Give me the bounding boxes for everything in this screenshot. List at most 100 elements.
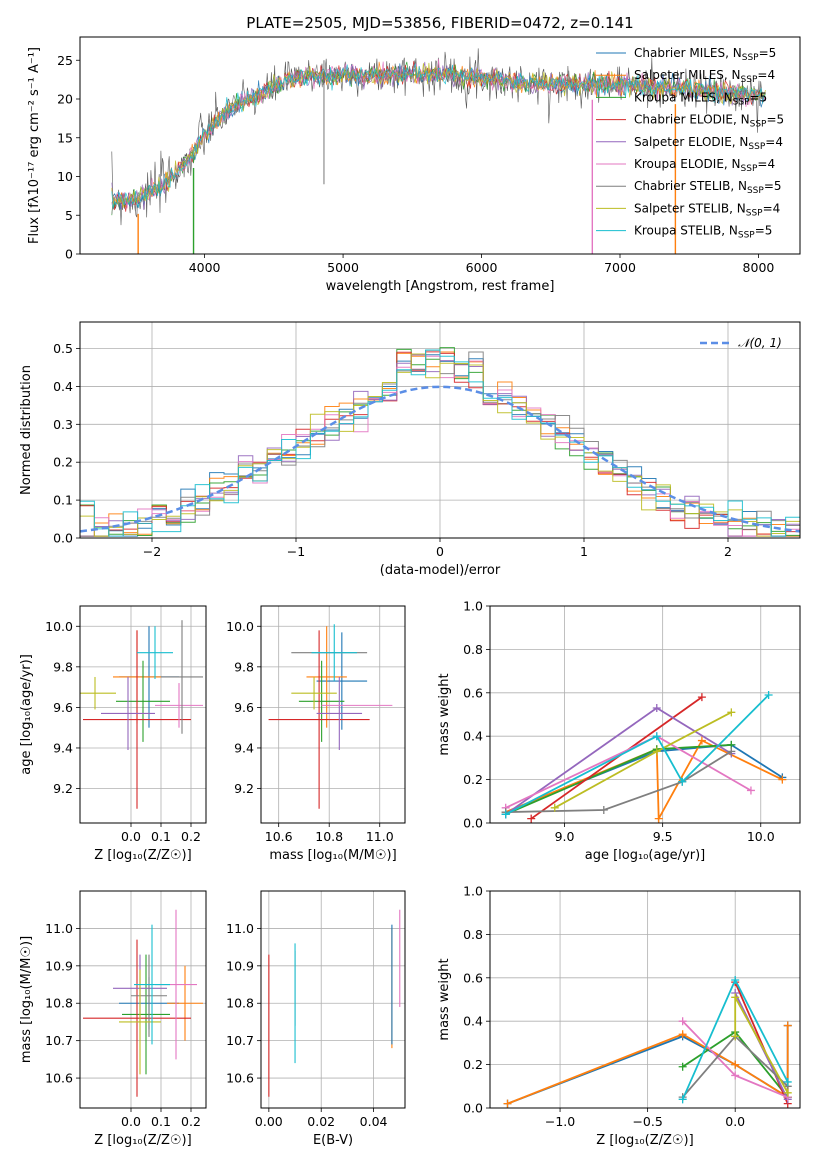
x-tick-label: −1.0	[545, 1114, 575, 1129]
weight-marker	[550, 803, 559, 812]
weight-marker	[783, 1077, 792, 1086]
legend: 𝒩(0, 1)	[700, 336, 782, 350]
axes-frame	[79, 36, 801, 255]
weight-marker	[746, 786, 755, 795]
y-tick-label: 0.2	[53, 455, 73, 470]
legend-label: Chabrier MILES, NSSP=5	[634, 46, 776, 63]
panel-ebv-mass: 0.00 0.02 0.04 10.6 10.7 10.8 10.9 11.0 E(B-V)	[226, 890, 406, 1148]
y-tick-label: 0.5	[53, 341, 73, 356]
plot-area	[83, 909, 203, 1097]
panel-mass-age: 10.6 10.8 11.0 9.2 9.4 9.6 9.8 10.0 mass [log₁₀(…	[226, 605, 406, 863]
y-tick-label: 0.6	[463, 970, 483, 985]
y-tick-label: 5	[65, 208, 73, 223]
x-tick-label: 0.1	[151, 829, 171, 844]
weight-marker	[778, 775, 787, 784]
x-tick-label: 9.5	[653, 829, 673, 844]
x-tick-label: 7000	[604, 260, 636, 275]
y-axis-label: Normed distribution	[19, 365, 34, 495]
legend-label: Salpeter ELODIE, NSSP=4	[634, 135, 783, 152]
x-axis-label: E(B-V)	[313, 1133, 353, 1148]
weight-marker	[727, 708, 736, 717]
x-axis-label: age [log₁₀(age/yr)]	[585, 848, 706, 863]
y-tick-label: 0.3	[53, 417, 73, 432]
y-tick-label: 10.0	[45, 619, 73, 634]
x-tick-label: 0.0	[725, 1114, 745, 1129]
x-tick-label: 9.0	[555, 829, 575, 844]
plot-area	[80, 347, 800, 537]
x-tick-label: −1	[287, 544, 305, 559]
plot-area	[503, 975, 792, 1108]
x-tick-label: −0.5	[632, 1114, 662, 1129]
x-tick-label: 10.0	[747, 829, 775, 844]
y-tick-label: 1.0	[463, 884, 483, 899]
weight-marker	[678, 777, 687, 786]
y-tick-label: 9.4	[234, 740, 254, 755]
residual-histogram	[80, 355, 800, 537]
weight-marker	[727, 747, 736, 756]
weight-marker	[697, 693, 706, 702]
y-tick-label: 10.7	[45, 1033, 73, 1048]
legend-label: 𝒩(0, 1)	[738, 336, 782, 350]
x-tick-label: 1	[580, 544, 588, 559]
legend-label: Salpeter MILES, NSSP=4	[634, 68, 775, 85]
axes-frame	[79, 605, 207, 824]
y-tick-label: 0.0	[53, 531, 73, 546]
plot-area	[501, 690, 787, 823]
y-tick-label: 9.2	[234, 781, 254, 796]
y-tick-label: 20	[57, 92, 73, 107]
y-tick-label: 10.6	[226, 1071, 254, 1086]
x-axis-label: (data-model)/error	[380, 563, 501, 578]
x-axis-label: wavelength [Angstrom, rest frame]	[326, 279, 555, 294]
x-tick-label: 0	[436, 544, 444, 559]
weight-marker	[731, 1032, 740, 1041]
x-tick-label: 10.8	[315, 829, 343, 844]
x-tick-label: 10.6	[265, 829, 293, 844]
x-axis-label: Z [log₁₀(Z/Z☉)]	[94, 1133, 191, 1148]
x-tick-label: 0.2	[181, 1114, 201, 1129]
x-tick-label: 5000	[327, 260, 359, 275]
x-tick-label: 0.0	[121, 1114, 141, 1129]
plot-area	[268, 909, 401, 1097]
weight-marker	[503, 1099, 512, 1108]
y-tick-label: 0	[65, 247, 73, 262]
x-tick-label: 0.2	[181, 829, 201, 844]
y-tick-label: 9.8	[53, 659, 73, 674]
legend-label: Kroupa ELODIE, NSSP=4	[634, 157, 775, 174]
y-tick-label: 25	[57, 53, 73, 68]
y-tick-label: 0.2	[463, 772, 483, 787]
y-tick-label: 0.0	[463, 816, 483, 831]
x-tick-label: 2	[724, 544, 732, 559]
weight-marker	[678, 1030, 687, 1039]
weight-marker	[501, 810, 510, 819]
weight-line	[505, 694, 770, 816]
y-tick-label: 9.4	[53, 740, 73, 755]
axes-frame	[260, 605, 406, 824]
x-tick-label: 8000	[743, 260, 775, 275]
y-tick-label: 10.7	[226, 1033, 254, 1048]
y-tick-label: 10	[57, 169, 73, 184]
x-tick-label: 0.04	[360, 1114, 388, 1129]
panel-weights-age: 9.0 9.5 10.0 0.0 0.2 0.4 0.6 0.8 1.0 age [log₁₀(a…	[437, 599, 801, 863]
legend-label: Chabrier STELIB, NSSP=5	[634, 179, 782, 196]
y-tick-label: 10.0	[226, 619, 254, 634]
y-axis-label: age [log₁₀(age/yr)]	[19, 654, 34, 775]
x-axis-label: Z [log₁₀(Z/Z☉)]	[596, 1133, 693, 1148]
axes-frame	[489, 605, 801, 824]
y-tick-label: 15	[57, 130, 73, 145]
panel-z-age: 0.0 0.1 0.2 9.2 9.4 9.6 9.8 10.0 Z [log₁₀(Z/Z☉)]…	[19, 605, 207, 863]
legend-label: Kroupa MILES, NSSP=5	[634, 90, 767, 107]
weight-marker	[783, 1088, 792, 1097]
y-tick-label: 9.8	[234, 659, 254, 674]
weight-marker	[678, 1017, 687, 1026]
weight-marker	[731, 975, 740, 984]
x-tick-label: 0.02	[307, 1114, 335, 1129]
weight-marker	[652, 732, 661, 741]
y-tick-label: 0.1	[53, 493, 73, 508]
axes-frame	[79, 890, 207, 1109]
y-tick-label: 10.8	[226, 996, 254, 1011]
panel-spectrum: 4000 5000 6000 7000 8000 0 5 10 15 20 25 wavelength…	[27, 36, 801, 294]
weight-marker	[654, 814, 663, 823]
weight-marker	[678, 1062, 687, 1071]
x-tick-label: 11.0	[366, 829, 394, 844]
